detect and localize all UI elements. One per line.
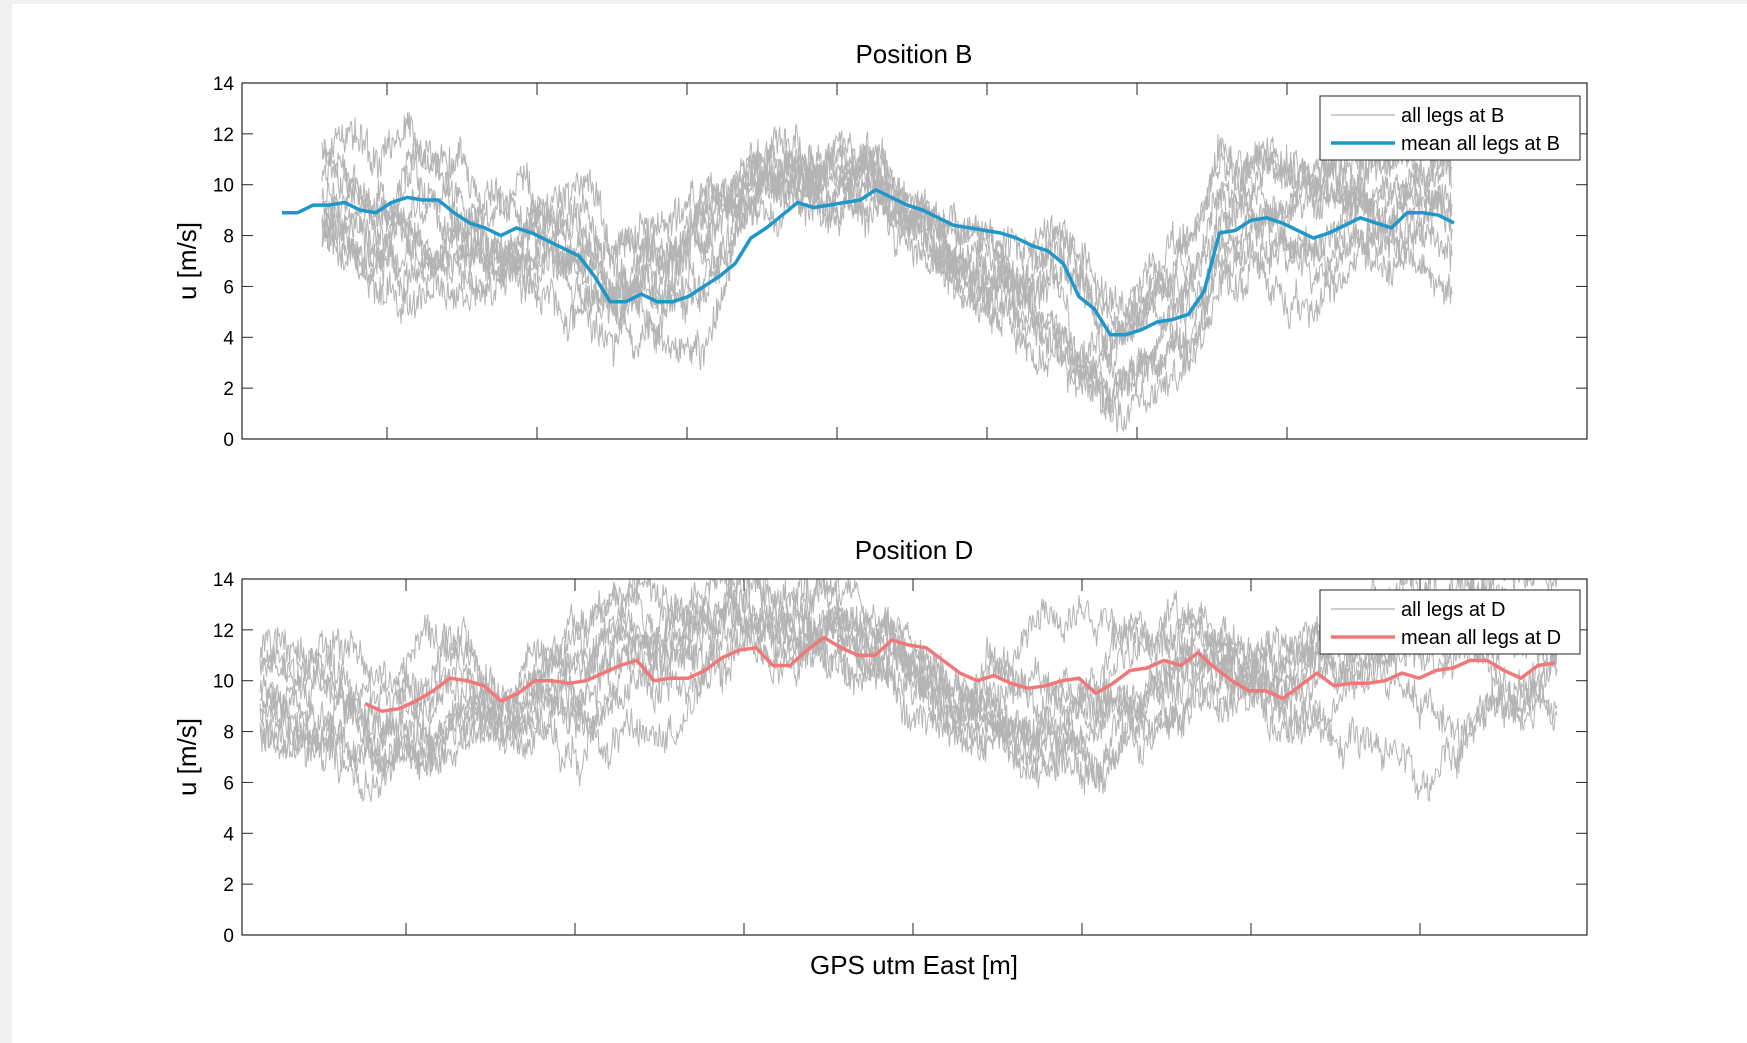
- leg-trace: [259, 590, 1558, 759]
- y-tick-label: 14: [213, 74, 235, 95]
- x-axis-label: GPS utm East [m]: [810, 950, 1018, 980]
- legend-b: all legs at B mean all legs at B: [1319, 95, 1581, 161]
- y-tick-label: 8: [223, 723, 234, 744]
- y-tick-label: 12: [213, 125, 234, 146]
- plot-position-b: 0 2 4 6 8 10 12 14 Position B u [m/s] all legs …: [172, 39, 1588, 451]
- mean-series-line: [282, 188, 1455, 337]
- legend-label-mean-b: mean all legs at B: [1401, 133, 1560, 155]
- y-tick-label: 2: [223, 379, 234, 400]
- y-tick-label: 12: [213, 621, 234, 642]
- mean-line-d: [364, 635, 1556, 713]
- y-tick-label: 14: [213, 570, 235, 591]
- y-tick-label: 8: [223, 227, 234, 248]
- y-ticks-b: 0 2 4 6 8 10 12 14: [213, 74, 1587, 451]
- y-tick-label: 10: [213, 672, 234, 693]
- y-tick-label: 0: [223, 926, 234, 947]
- chart-title-b: Position B: [855, 39, 972, 69]
- plot-position-d: 0 2 4 6 8 10 12 14 Position D u [m/s] GPS utm E…: [172, 535, 1588, 980]
- y-ticks-d: 0 2 4 6 8 10 12 14: [213, 570, 1587, 947]
- legend-label-all-legs-b: all legs at B: [1401, 105, 1504, 127]
- leg-trace: [321, 118, 1453, 414]
- legend-label-all-legs-d: all legs at D: [1401, 599, 1506, 621]
- y-axis-label-b: u [m/s]: [172, 222, 202, 300]
- leg-trace: [321, 108, 1453, 404]
- y-tick-label: 4: [223, 824, 234, 845]
- legend-box-d: [1319, 589, 1581, 655]
- axes-box-b: [241, 82, 1588, 440]
- mean-line-b: [282, 188, 1455, 337]
- y-tick-label: 4: [223, 328, 234, 349]
- mean-series-line: [364, 635, 1556, 713]
- legend-box-b: [1319, 95, 1581, 161]
- legend-d: all legs at D mean all legs at D: [1319, 589, 1581, 655]
- y-tick-label: 6: [223, 773, 234, 794]
- axes-box-d: [241, 578, 1588, 936]
- y-tick-label: 0: [223, 430, 234, 451]
- y-tick-label: 6: [223, 277, 234, 298]
- y-tick-label: 10: [213, 176, 234, 197]
- x-ticks-d: [405, 579, 1421, 935]
- chart-title-d: Position D: [855, 535, 974, 565]
- legend-label-mean-d: mean all legs at D: [1401, 627, 1561, 649]
- y-tick-label: 2: [223, 875, 234, 896]
- x-ticks-b: [386, 83, 1288, 439]
- y-axis-label-d: u [m/s]: [172, 718, 202, 796]
